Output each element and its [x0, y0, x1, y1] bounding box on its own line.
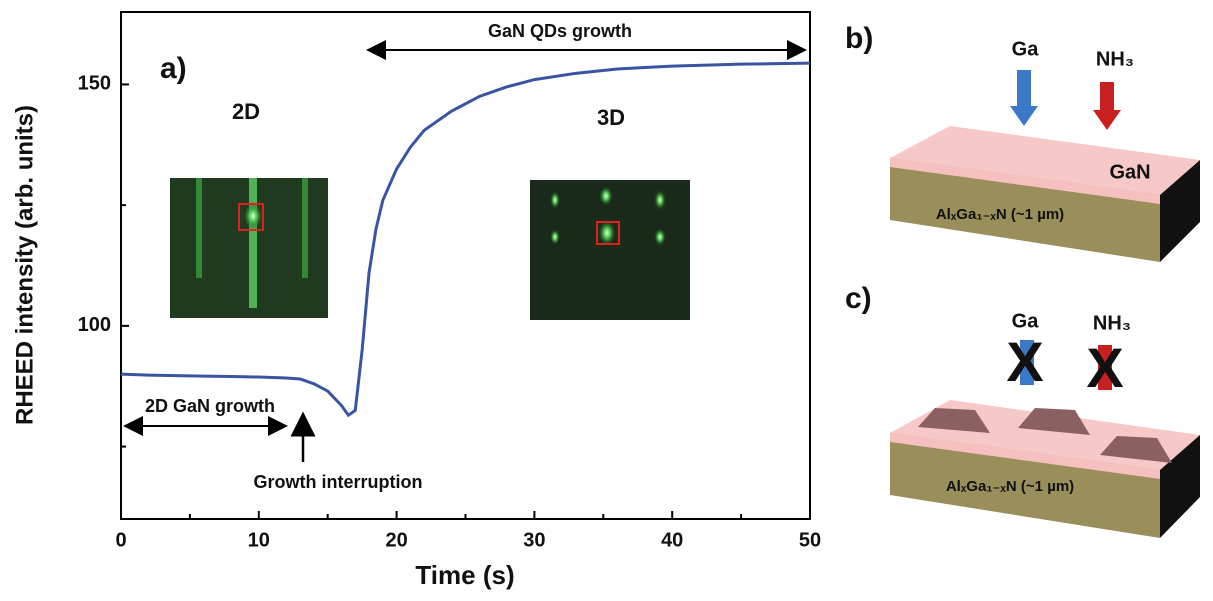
data-line	[120, 61, 811, 418]
slab-c: X X	[890, 330, 1200, 538]
x-tick-label: 0	[115, 529, 126, 551]
label: GaN	[1109, 161, 1150, 183]
label: AlₓGa₁₋ₓN (~1 µm)	[936, 206, 1064, 223]
rheed-2d-image	[170, 178, 328, 318]
annotation: GaN QDs growth	[488, 21, 632, 41]
svg-text:X: X	[1006, 330, 1043, 393]
x-tick-label: 10	[248, 529, 270, 551]
annotation: 3D	[597, 105, 625, 130]
label: NH₃	[1096, 48, 1134, 70]
x-tick-label: 40	[661, 529, 683, 551]
x-tick-label: 30	[523, 529, 545, 551]
x-axis-label: Time (s)	[415, 560, 514, 590]
label: AlₓGa₁₋ₓN (~1 µm)	[946, 478, 1074, 495]
slab-b	[890, 70, 1200, 262]
panel-label: b)	[845, 22, 873, 55]
annotation: Growth interruption	[254, 472, 423, 492]
label: Ga	[1012, 310, 1040, 332]
x-tick-label: 50	[799, 529, 821, 551]
panel-label: c)	[845, 282, 872, 315]
label: Ga	[1012, 38, 1040, 60]
y-axis-label: RHEED intensity (arb. units)	[11, 105, 38, 425]
annotation: 2D GaN growth	[145, 396, 275, 416]
x-tick-label: 20	[385, 529, 407, 551]
panel-label: a)	[160, 52, 187, 85]
svg-text:X: X	[1086, 336, 1123, 399]
label: NH₃	[1093, 312, 1131, 334]
rheed-3d-image	[530, 180, 690, 320]
annotation: 2D	[232, 99, 260, 124]
y-tick-label: 150	[78, 73, 111, 95]
y-tick-label: 100	[78, 314, 111, 336]
